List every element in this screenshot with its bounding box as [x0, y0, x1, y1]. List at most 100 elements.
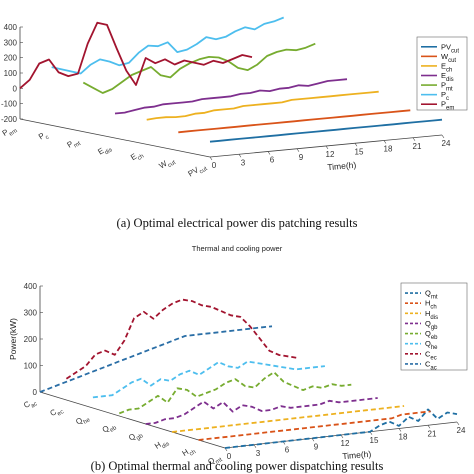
series-line-C-ac: [39, 325, 273, 393]
time-tick-mark: [398, 428, 402, 432]
series-axis-label: Cec: [48, 404, 65, 421]
time-axis-title: Time(h): [342, 449, 372, 462]
power-tick-label: -200: [1, 115, 18, 124]
series-line-E-dis: [114, 78, 348, 115]
series-axis-label: Qgb: [127, 428, 145, 445]
series-line-P-em: [19, 21, 253, 89]
series-axis-line: [19, 118, 211, 158]
time-tick-label: 24: [442, 139, 451, 148]
time-tick-mark: [296, 148, 300, 152]
legend-entry-label-sub: mt: [431, 295, 438, 301]
power-axis-title: Power(kW): [8, 318, 18, 360]
series-line-P-c: [51, 16, 285, 75]
legend-entry-label-sub: eb: [431, 335, 438, 341]
series-axis-label: Ech: [129, 148, 145, 164]
series-axis-label-sub: ac: [30, 401, 39, 409]
time-tick-label: 9: [299, 153, 304, 162]
legend-entry-label-sub: dis: [446, 77, 454, 83]
series-line-P-mt: [82, 42, 316, 94]
time-tick-mark: [325, 145, 329, 150]
series-axis-label-sub: c: [45, 134, 51, 141]
time-tick-mark: [383, 140, 387, 144]
legend-entry-label: Cec: [425, 349, 437, 361]
power-tick-label: 200: [24, 335, 38, 344]
series-axis-label-sub: mt: [215, 457, 224, 466]
series-axis-label-sub: dis: [161, 441, 171, 450]
time-tick-label: 15: [370, 436, 379, 445]
time-tick-label: 3: [241, 158, 246, 167]
series-axis-label: Qeb: [101, 420, 119, 437]
series-axis-line: [39, 391, 226, 449]
power-tick-label: 400: [4, 23, 18, 32]
time-tick-label: 21: [413, 142, 422, 151]
series-line-PV-cut: [209, 118, 443, 143]
legend-box: [400, 282, 468, 371]
power-tick-label: 400: [24, 282, 38, 291]
legend-entry-label-sub: cut: [448, 58, 456, 64]
time-tick-label: 0: [227, 452, 232, 461]
chart-title: Thermal and cooling power: [192, 244, 283, 253]
series-line-H-dis: [171, 405, 405, 433]
power-tick-label: 0: [13, 84, 18, 93]
time-tick-mark: [441, 134, 445, 139]
time-tick-mark: [311, 438, 315, 442]
legend-entry-label-sub: cut: [451, 48, 459, 54]
series-axis-label: Cac: [22, 396, 39, 413]
series-axis-label-sub: cut: [199, 166, 209, 176]
time-tick-label: 12: [341, 439, 350, 448]
series-axis-label-sub: he: [83, 417, 92, 426]
series-axis-label-sub: ch: [189, 449, 198, 457]
time-tick-mark: [456, 421, 460, 426]
time-tick-mark: [354, 143, 358, 147]
chart-caption: (a) Optimal electrical power dis patchin…: [117, 216, 358, 230]
time-tick-label: 18: [384, 145, 393, 154]
legend-entry-label-sub: em: [446, 106, 454, 112]
time-tick-mark: [253, 444, 257, 448]
time-tick-label: 0: [212, 161, 217, 170]
legend-entry-label-sub: dis: [430, 315, 438, 321]
power-tick-label: 300: [24, 309, 38, 318]
time-tick-label: 12: [326, 150, 335, 159]
legend-box: [416, 36, 468, 111]
series-axis-label: Hdis: [153, 436, 171, 453]
time-tick-mark: [267, 151, 271, 155]
legend-entry-label-sub: ec: [430, 355, 436, 361]
series-axis-label: Pmt: [65, 136, 82, 153]
legend-entry-label-sub: he: [431, 345, 438, 351]
series-axis-label: Edis: [96, 142, 113, 159]
time-tick-mark: [209, 156, 213, 161]
series-line-Q-gb: [145, 397, 378, 425]
time-axis-title: Time(h): [327, 160, 357, 173]
legend-entry-label-sub: ac: [430, 365, 436, 371]
power-tick-label: -100: [1, 100, 18, 109]
time-tick-label: 24: [457, 426, 466, 435]
legend-entry-label: Hch: [425, 299, 437, 311]
power-tick-label: 0: [33, 388, 38, 397]
legend-entry-label-sub: ch: [430, 305, 436, 311]
legend-entry-label-sub: c: [446, 96, 449, 102]
power-tick-label: 300: [4, 38, 18, 47]
legend-entry-label: Ech: [441, 61, 452, 73]
series-line-Q-he: [92, 360, 326, 399]
series-axis-label-sub: mt: [73, 141, 82, 150]
series-line-W-cut: [178, 109, 411, 134]
series-line-C-ec: [65, 298, 299, 380]
series-axis-label-sub: eb: [109, 425, 118, 434]
legend-entry-label-sub: mt: [446, 87, 453, 93]
series-axis-label: Pc: [37, 129, 50, 144]
time-tick-mark: [412, 137, 416, 141]
series-axis-label-sub: dis: [104, 147, 114, 156]
legend-entry-label: Cac: [425, 359, 437, 371]
series-line-Q-mt: [224, 408, 458, 449]
legend-entry-label-sub: gb: [431, 325, 438, 331]
series-line-Q-eb: [118, 371, 352, 415]
legend-entry-label-sub: ch: [446, 67, 452, 73]
chart-caption: (b) Optimal thermal and cooling power di…: [91, 459, 384, 473]
series-axis-label: Qhe: [74, 412, 92, 429]
time-tick-label: 21: [428, 429, 437, 438]
series-axis-label: PVcut: [186, 161, 208, 181]
series-line-E-ch: [146, 90, 379, 121]
legend-entry-label: Pc: [441, 90, 449, 102]
